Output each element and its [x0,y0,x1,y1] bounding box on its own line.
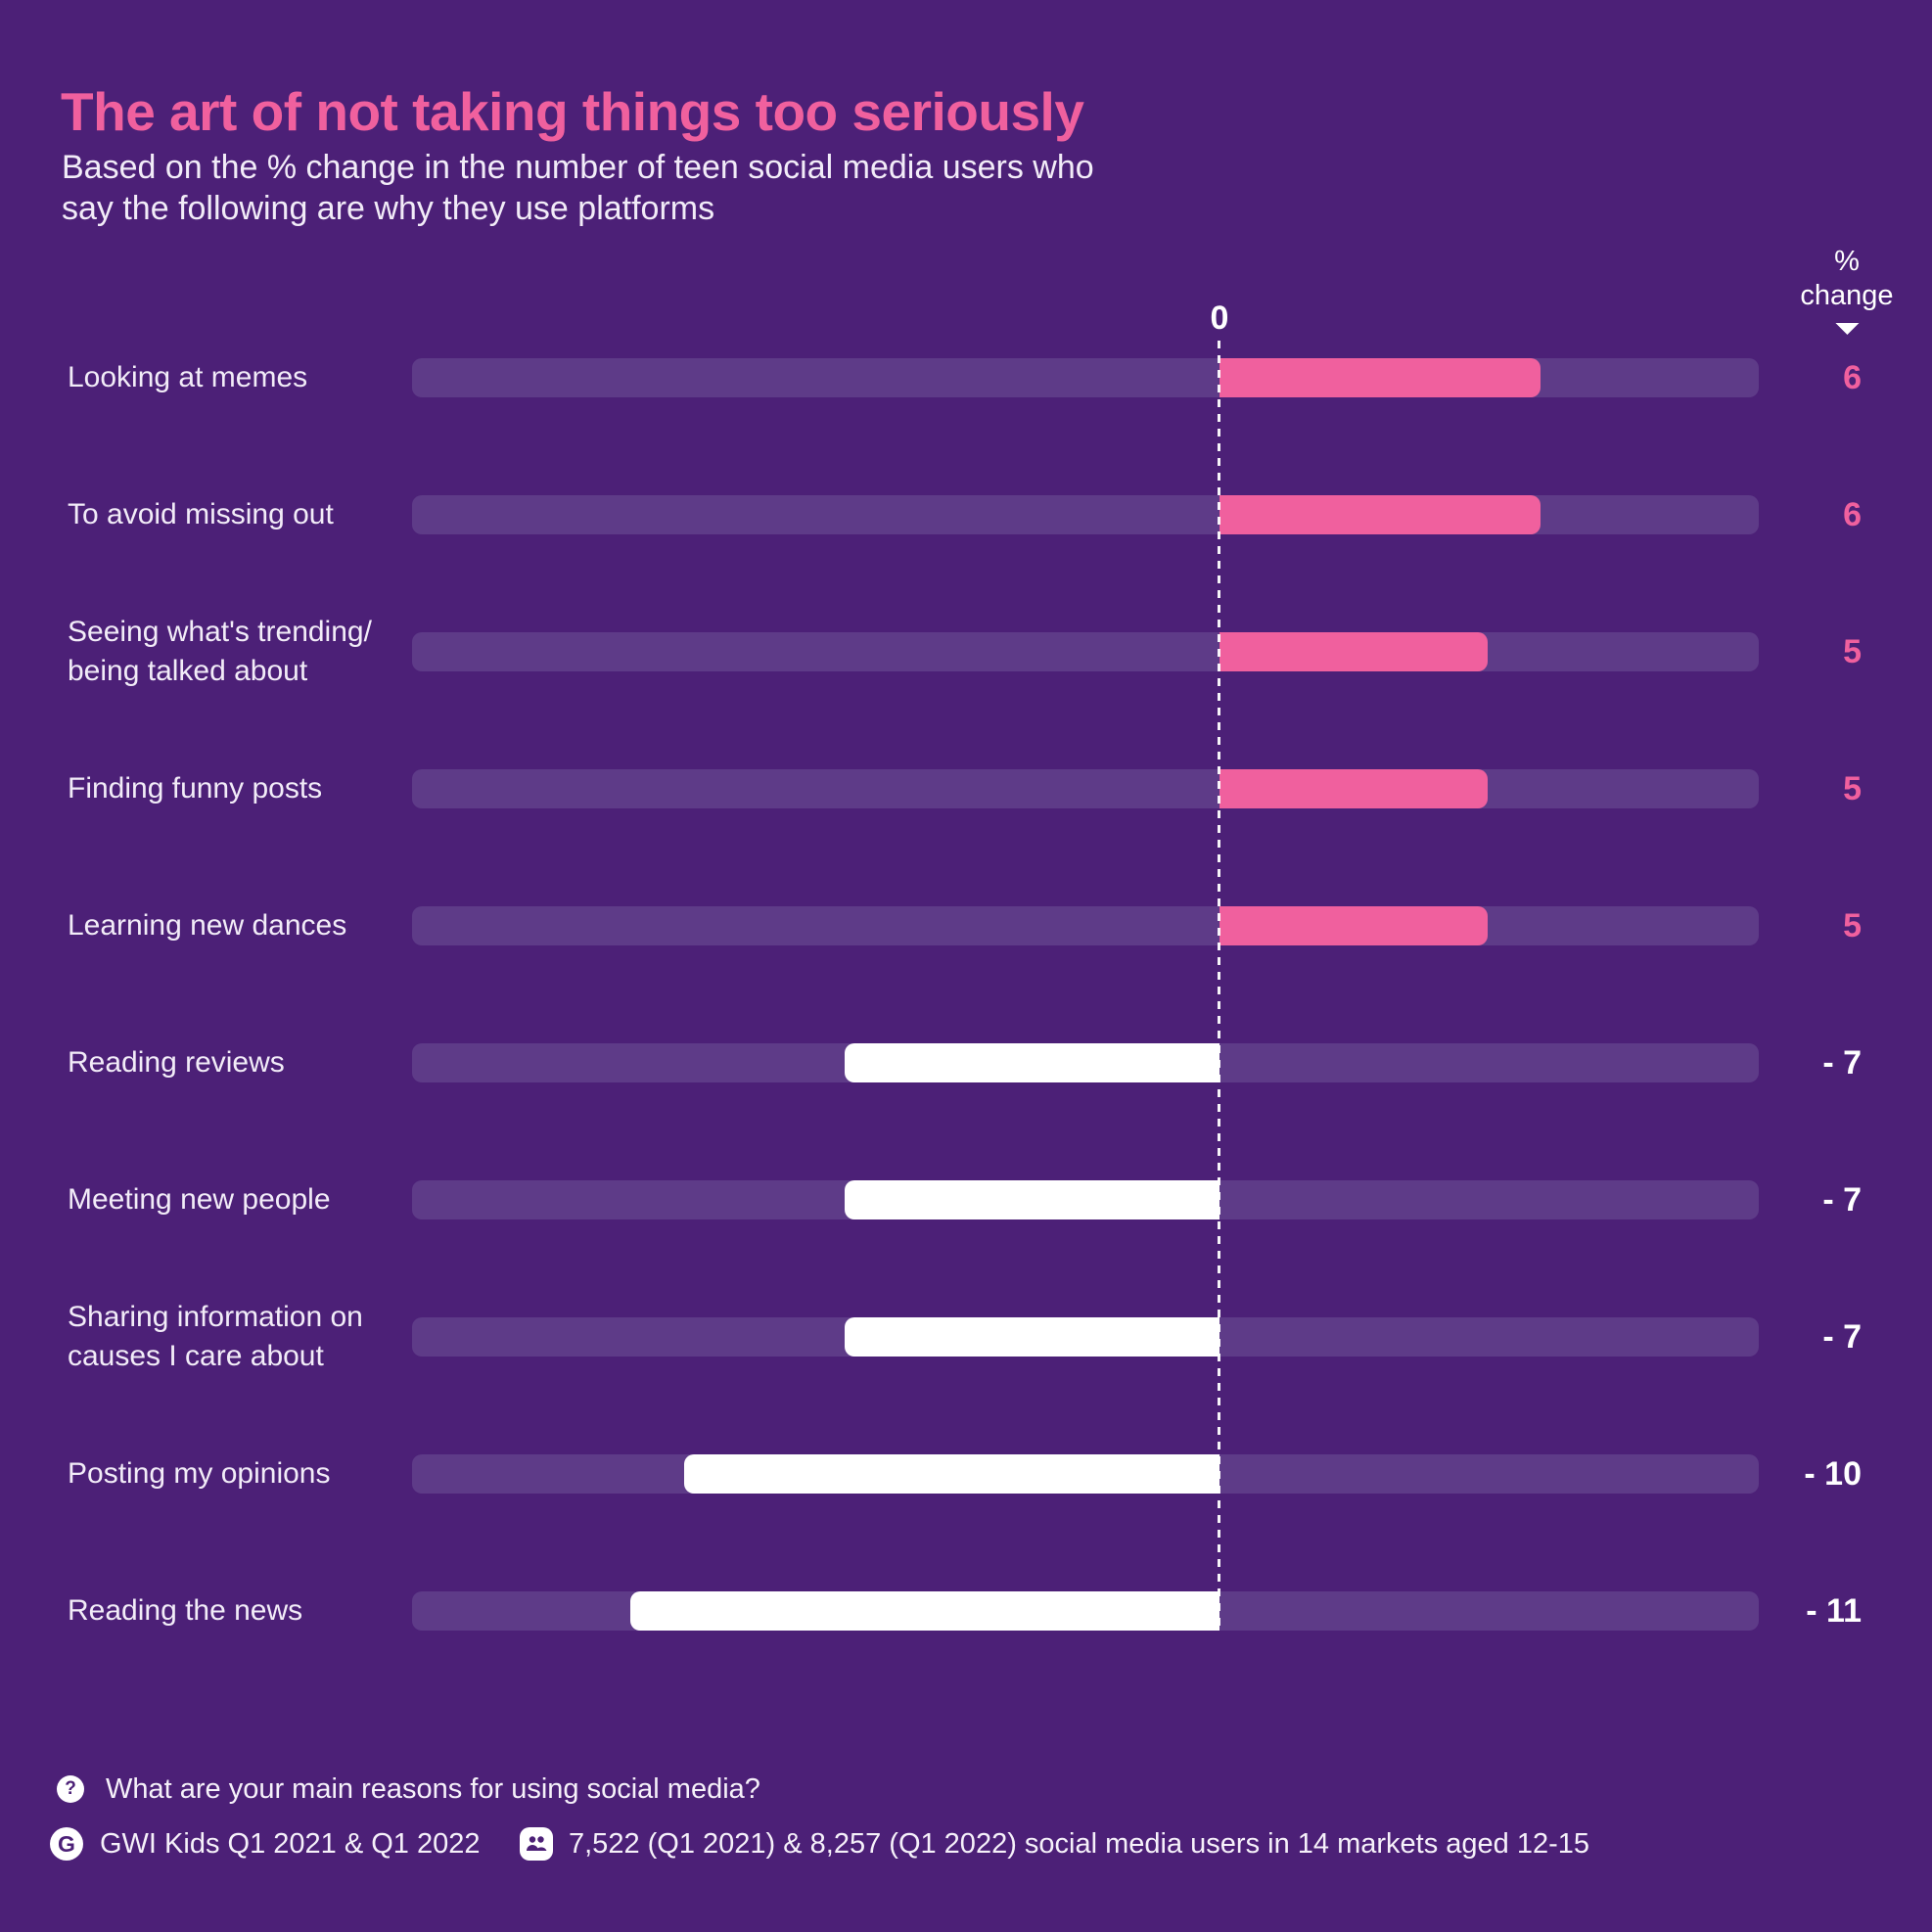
category-label: Reading reviews [68,1046,285,1079]
bar [1219,632,1488,671]
chart-row: To avoid missing out 6 [0,446,1932,583]
chart-row: Reading reviews - 7 [0,994,1932,1131]
bar [630,1591,1219,1631]
category-label: Seeing what's trending/ being talked abo… [68,616,372,687]
value-column-header-line1: % [1834,246,1860,277]
value-label: - 10 [1804,1454,1862,1493]
bar-track [412,1317,1759,1357]
category-label: To avoid missing out [68,498,334,530]
category-label: Meeting new people [68,1183,331,1216]
people-icon [520,1827,553,1861]
category-label: Looking at memes [68,361,308,393]
category-label: Finding funny posts [68,772,323,805]
category-label: Sharing information on causes I care abo… [68,1301,363,1372]
triangle-down-icon [1835,323,1859,335]
source-text: GWI Kids Q1 2021 & Q1 2022 [100,1827,481,1860]
value-column-header-line2: change [1800,280,1894,311]
survey-question-row: ? What are your main reasons for using s… [57,1770,760,1809]
bar-track [412,906,1759,945]
category-label: Reading the news [68,1594,303,1627]
chart-row: Reading the news - 11 [0,1542,1932,1679]
value-label: - 7 [1822,1317,1862,1356]
bar-track [412,769,1759,808]
category-label: Learning new dances [68,909,347,942]
bar [1219,906,1488,945]
value-label: 5 [1843,906,1862,944]
chart-row: Meeting new people - 7 [0,1131,1932,1268]
page-subtitle: Based on the % change in the number of t… [62,149,1094,227]
chart-row: Learning new dances 5 [0,857,1932,994]
bar [1219,495,1541,534]
chart-row: Finding funny posts 5 [0,720,1932,857]
zero-axis-label: 0 [1210,299,1229,337]
chart-row: Posting my opinions - 10 [0,1405,1932,1542]
gwi-logo-icon: G [50,1827,83,1861]
bar-track [412,1180,1759,1219]
chart-row: Sharing information on causes I care abo… [0,1268,1932,1405]
bar-track [412,358,1759,397]
zero-baseline [1218,341,1220,1633]
value-column-header: % change [1800,245,1894,335]
bar [1219,769,1488,808]
value-label: 6 [1843,358,1862,396]
source-row: G GWI Kids Q1 2021 & Q1 2022 [50,1824,480,1863]
bar [845,1317,1219,1357]
bar-track [412,1043,1759,1082]
bar-track [412,1454,1759,1494]
value-label: - 7 [1822,1180,1862,1219]
bar [1219,358,1541,397]
bar-track [412,632,1759,671]
sample-row: 7,522 (Q1 2021) & 8,257 (Q1 2022) social… [520,1824,1589,1863]
value-label: - 7 [1822,1043,1862,1081]
value-label: 5 [1843,769,1862,807]
sample-text: 7,522 (Q1 2021) & 8,257 (Q1 2022) social… [569,1827,1589,1860]
bar [845,1180,1219,1219]
chart-row: Seeing what's trending/ being talked abo… [0,583,1932,720]
question-mark-icon: ? [57,1775,84,1803]
category-label: Posting my opinions [68,1457,331,1490]
survey-question-text: What are your main reasons for using soc… [106,1772,760,1805]
bar-track [412,495,1759,534]
value-label: - 11 [1806,1591,1862,1630]
bar [684,1454,1219,1494]
bar [845,1043,1219,1082]
value-label: 5 [1843,632,1862,670]
value-label: 6 [1843,495,1862,533]
chart-row: Looking at memes 6 [0,309,1932,446]
page-title: The art of not taking things too serious… [61,81,1084,142]
bar-track [412,1591,1759,1631]
